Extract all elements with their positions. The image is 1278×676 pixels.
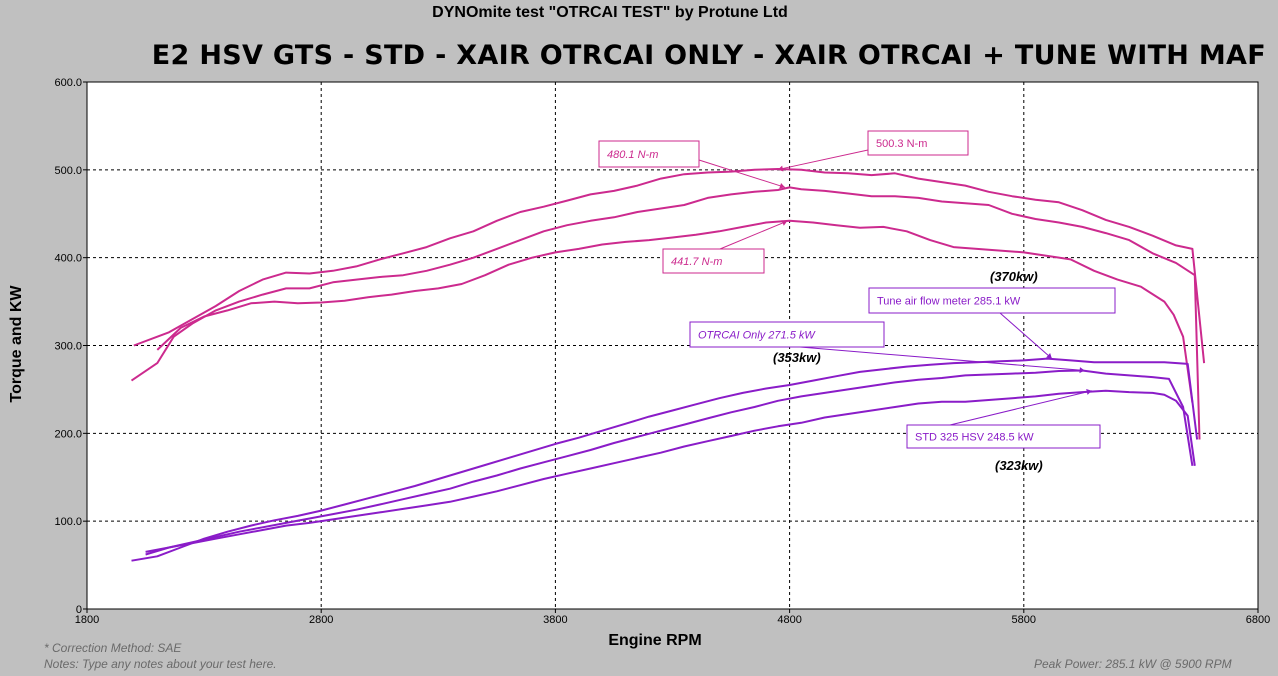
callout-label: STD 325 HSV 248.5 kW <box>915 432 1034 444</box>
x-tick-label: 6800 <box>1246 614 1270 626</box>
y-tick-label: 600.0 <box>54 77 82 89</box>
peak-power: Peak Power: 285.1 kW @ 5900 RPM <box>1034 657 1232 671</box>
peak-kw-note: (370kw) <box>990 269 1038 284</box>
y-tick-label: 200.0 <box>54 428 82 440</box>
y-tick-label: 300.0 <box>54 341 82 353</box>
callout-label: 480.1 N-m <box>607 149 658 161</box>
peak-kw-note: (353kw) <box>773 350 821 365</box>
callout-box <box>662 248 765 274</box>
callout-arrowhead <box>779 182 785 189</box>
y-tick-label: 500.0 <box>54 165 82 177</box>
callout-box <box>906 424 1101 449</box>
callout-leader <box>949 390 1092 426</box>
y-tick-label: 100.0 <box>54 516 82 528</box>
x-tick-label: 4800 <box>777 614 801 626</box>
test-title: DYNOmite test "OTRCAI TEST" by Protune L… <box>432 4 788 21</box>
chart-title: E2 HSV GTS - STD - XAIR OTRCAI ONLY - XA… <box>151 40 1266 71</box>
power-series-line-4 <box>131 357 1199 562</box>
x-tick-label: 3800 <box>543 614 567 626</box>
callout-arrowhead <box>781 220 788 226</box>
power-series-line-5 <box>145 369 1194 556</box>
callout-arrowhead <box>1079 367 1085 374</box>
callout-label: 441.7 N-m <box>671 256 722 268</box>
torque-series-line-1 <box>133 168 1206 364</box>
torque-series-line-3 <box>156 219 1194 403</box>
callout-box <box>689 321 885 348</box>
callout-arrowhead <box>1046 353 1052 359</box>
callout-leader <box>777 149 869 171</box>
callout-box <box>598 140 700 168</box>
callout-leader <box>719 220 788 250</box>
peak-kw-note: (323kw) <box>995 458 1043 473</box>
plot-area <box>86 81 1259 610</box>
y-axis-label: Torque and KW <box>8 285 25 403</box>
power-series-line-6 <box>145 389 1196 553</box>
correction-method: * Correction Method: SAE <box>44 641 182 655</box>
callout-arrowhead <box>1086 388 1092 395</box>
callout-box <box>868 287 1116 314</box>
x-axis-label: Engine RPM <box>608 632 702 649</box>
y-tick-label: 400.0 <box>54 253 82 265</box>
callout-box <box>867 130 969 156</box>
callout-label: OTRCAI Only 271.5 kW <box>698 330 816 342</box>
torque-series-line-2 <box>130 186 1201 440</box>
callout-label: Tune air flow meter 285.1 kW <box>877 296 1021 308</box>
x-tick-label: 5800 <box>1012 614 1036 626</box>
callout-leader <box>698 159 786 188</box>
y-tick-label: 0 <box>76 604 82 616</box>
callout-leader <box>999 312 1053 359</box>
test-notes: Notes: Type any notes about your test he… <box>44 657 277 671</box>
callout-arrowhead <box>777 165 784 172</box>
x-tick-label: 1800 <box>75 614 99 626</box>
callout-leader <box>799 346 1085 372</box>
x-tick-label: 2800 <box>309 614 333 626</box>
callout-label: 500.3 N-m <box>876 138 927 150</box>
